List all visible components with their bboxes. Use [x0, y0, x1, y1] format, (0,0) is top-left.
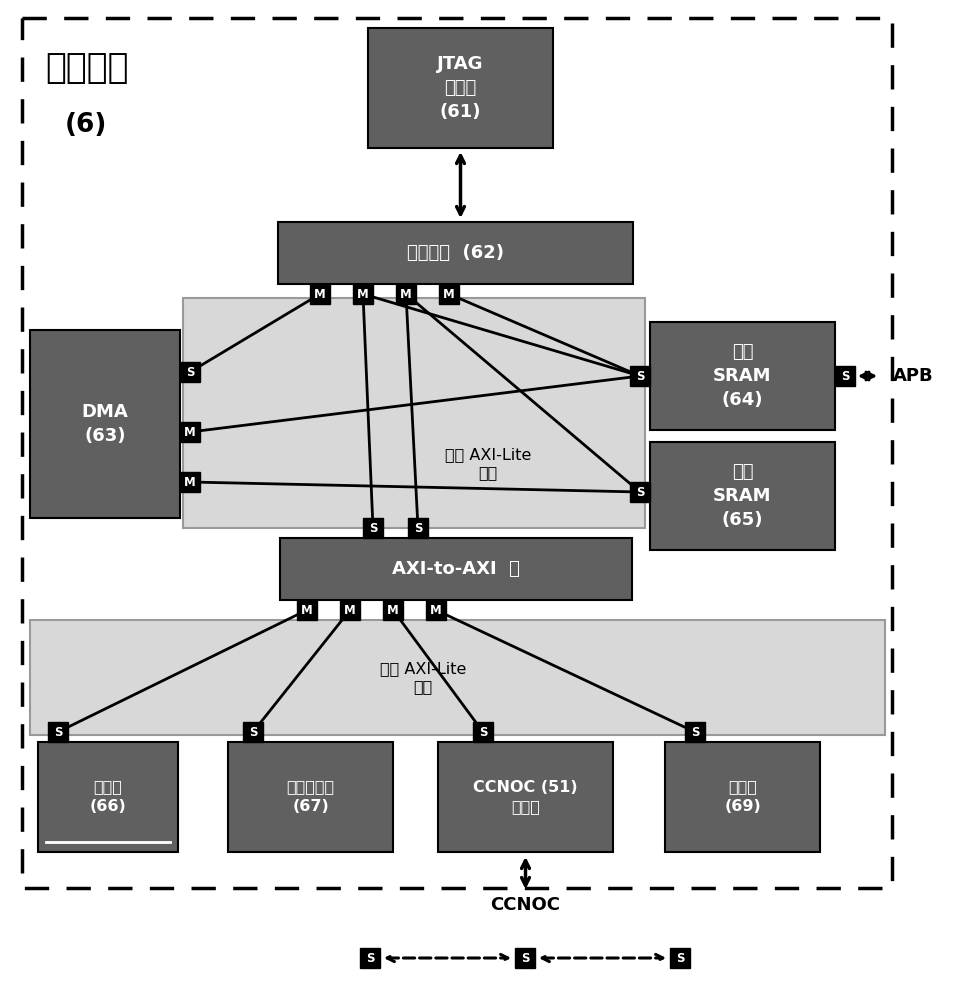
Text: 数据
SRAM
(65): 数据 SRAM (65): [714, 463, 772, 529]
Text: JTAG
控制器
(61): JTAG 控制器 (61): [437, 55, 484, 121]
Bar: [22, 18, 892, 888]
Text: M: M: [400, 288, 412, 300]
Text: S: S: [366, 952, 374, 964]
Text: M: M: [443, 288, 454, 300]
Bar: [48, 722, 68, 742]
Text: S: S: [676, 952, 685, 964]
Bar: [515, 948, 535, 968]
Text: M: M: [184, 426, 196, 438]
Text: APB: APB: [893, 367, 933, 385]
Text: 辅助 AXI-Lite
互连: 辅助 AXI-Lite 互连: [380, 661, 466, 694]
Bar: [280, 538, 632, 600]
Bar: [408, 518, 428, 538]
Bar: [228, 742, 393, 852]
Text: M: M: [301, 603, 313, 616]
Text: M: M: [430, 603, 442, 616]
Text: 监控器
(66): 监控器 (66): [90, 780, 127, 814]
Text: DMA
(63): DMA (63): [81, 403, 129, 445]
Text: 计时器
(69): 计时器 (69): [724, 780, 761, 814]
Text: S: S: [54, 726, 62, 738]
Bar: [438, 742, 613, 852]
Text: 微控制器  (62): 微控制器 (62): [407, 244, 504, 262]
Bar: [180, 422, 200, 442]
Text: AXI-to-AXI  桥: AXI-to-AXI 桥: [392, 560, 520, 578]
Text: M: M: [314, 288, 326, 300]
Text: S: S: [635, 486, 644, 498]
Text: S: S: [635, 369, 644, 382]
Text: S: S: [479, 726, 487, 738]
Text: M: M: [344, 603, 356, 616]
Bar: [38, 742, 178, 852]
Text: M: M: [357, 288, 368, 300]
Bar: [278, 222, 633, 284]
Bar: [670, 948, 690, 968]
Text: CCNOC: CCNOC: [490, 896, 561, 914]
Text: S: S: [840, 369, 849, 382]
Bar: [30, 330, 180, 518]
Text: S: S: [249, 726, 257, 738]
Text: S: S: [690, 726, 699, 738]
Bar: [243, 722, 263, 742]
Bar: [368, 28, 553, 148]
Text: M: M: [184, 476, 196, 488]
Bar: [180, 362, 200, 382]
Bar: [630, 482, 650, 502]
Bar: [183, 298, 645, 528]
Text: 控制中心: 控制中心: [45, 51, 129, 85]
Bar: [835, 366, 855, 386]
Text: 指令
SRAM
(64): 指令 SRAM (64): [714, 343, 772, 409]
Bar: [473, 722, 493, 742]
Bar: [30, 620, 885, 735]
Bar: [297, 600, 317, 620]
Text: S: S: [414, 522, 423, 534]
Bar: [685, 722, 705, 742]
Bar: [383, 600, 403, 620]
Bar: [426, 600, 446, 620]
Text: 中断控制器
(67): 中断控制器 (67): [286, 780, 335, 814]
Bar: [396, 284, 416, 304]
Bar: [180, 472, 200, 492]
Text: S: S: [521, 952, 529, 964]
Bar: [360, 948, 380, 968]
Bar: [650, 322, 835, 430]
Bar: [340, 600, 360, 620]
Bar: [665, 742, 820, 852]
Bar: [310, 284, 330, 304]
Bar: [439, 284, 459, 304]
Text: (6): (6): [65, 112, 107, 138]
Bar: [363, 518, 383, 538]
Text: S: S: [186, 365, 194, 378]
Bar: [650, 442, 835, 550]
Text: S: S: [368, 522, 377, 534]
Text: CCNOC (51)
主设备: CCNOC (51) 主设备: [473, 780, 578, 814]
Bar: [353, 284, 373, 304]
Text: M: M: [387, 603, 398, 616]
Text: 主要 AXI-Lite
互连: 主要 AXI-Lite 互连: [445, 447, 531, 480]
Bar: [630, 366, 650, 386]
